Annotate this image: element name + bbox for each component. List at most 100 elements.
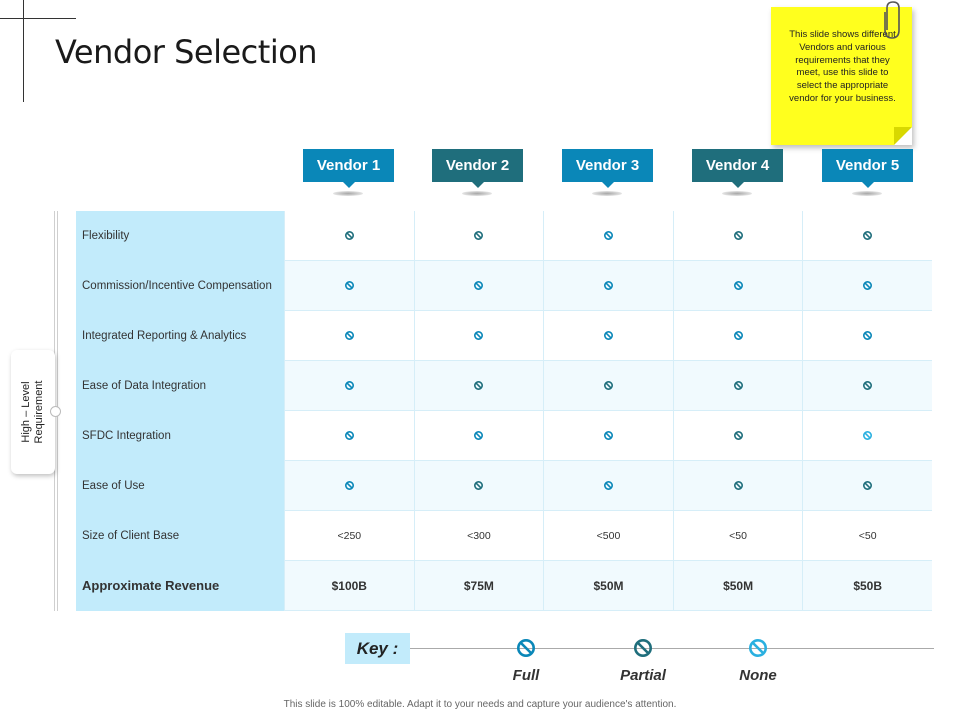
full-icon [603, 431, 613, 440]
row-label: Size of Client Base [76, 511, 284, 561]
table-cell [672, 461, 803, 511]
side-tab-dot [50, 406, 61, 417]
vendor-header-pointer [342, 182, 355, 188]
table-cell [413, 361, 544, 411]
table-cell: $100B [284, 561, 414, 611]
corner-line-horizontal [0, 18, 76, 19]
vendor-header-shadow [592, 191, 622, 196]
vendor-header-pointer [731, 182, 744, 188]
full-icon [474, 431, 484, 440]
table-cell [543, 411, 673, 461]
key-item-label: Partial [620, 667, 666, 684]
paperclip-icon [884, 1, 900, 39]
table-cell [802, 361, 932, 411]
partial-icon [733, 481, 743, 490]
full-icon [344, 481, 354, 490]
vendor-header-1: Vendor 1 [303, 149, 394, 188]
table-cell [543, 261, 673, 311]
partial-icon [634, 639, 652, 657]
table-cell [802, 461, 932, 511]
vendor-header-label: Vendor 3 [575, 157, 640, 174]
row-label: SFDC Integration [76, 411, 284, 461]
table-cell: <300 [413, 511, 544, 561]
sticky-note-text: This slide shows different Vendors and v… [789, 29, 896, 104]
full-icon [603, 481, 613, 490]
full-icon [733, 281, 743, 290]
table-row: Ease of Use [76, 461, 932, 511]
vendor-header-pointer [861, 182, 874, 188]
partial-icon [474, 481, 484, 490]
table-cell: <500 [543, 511, 673, 561]
table-cell [284, 211, 414, 261]
table-cell: <50 [672, 511, 803, 561]
full-icon [863, 281, 873, 290]
sticky-note-fold [894, 127, 912, 145]
full-icon [863, 331, 873, 340]
row-label: Flexibility [76, 211, 284, 261]
table-cell [672, 411, 803, 461]
full-icon [603, 231, 613, 240]
key-item-label: None [739, 667, 777, 684]
vendor-header-label: Vendor 5 [835, 157, 900, 174]
table-cell: $50B [802, 561, 932, 611]
page-title: Vendor Selection [55, 33, 318, 71]
vendor-header-3: Vendor 3 [562, 149, 653, 188]
table-cell [672, 311, 803, 361]
side-tab-label-line1: High – Level [20, 381, 32, 443]
table-cell [543, 311, 673, 361]
full-icon [603, 281, 613, 290]
table-cell [802, 261, 932, 311]
partial-icon [474, 381, 484, 390]
vendor-header-shadow [462, 191, 492, 196]
table-cell [802, 311, 932, 361]
table-cell: $50M [672, 561, 803, 611]
table-cell [284, 261, 414, 311]
partial-icon [863, 481, 873, 490]
vendor-header-5: Vendor 5 [822, 149, 913, 188]
partial-icon [474, 231, 484, 240]
table-cell [543, 461, 673, 511]
corner-line-vertical [23, 0, 24, 102]
side-tab [11, 350, 55, 474]
key-label: Key : [345, 633, 410, 664]
key-item-label: Full [512, 667, 540, 684]
key-item-none: None [718, 639, 798, 684]
partial-icon [733, 431, 743, 440]
full-icon [474, 331, 484, 340]
table-cell: $75M [413, 561, 544, 611]
table-cell: <50 [802, 511, 932, 561]
partial-icon [863, 231, 873, 240]
table-cell [413, 411, 544, 461]
key-item-full: Full [486, 639, 566, 684]
table-row: Integrated Reporting & Analytics [76, 311, 932, 361]
vendor-header-pointer [601, 182, 614, 188]
vendor-header-label: Vendor 4 [705, 157, 770, 174]
table-row: Commission/Incentive Compensation [76, 261, 932, 311]
key-item-partial: Partial [603, 639, 683, 684]
partial-icon [603, 381, 613, 390]
table-cell [672, 261, 803, 311]
table-cell: $50M [543, 561, 673, 611]
table-cell [284, 461, 414, 511]
table-cell [543, 361, 673, 411]
table-cell [802, 411, 932, 461]
vendor-header-2: Vendor 2 [432, 149, 523, 188]
vendor-header-pointer [471, 182, 484, 188]
table-cell [284, 311, 414, 361]
full-icon [344, 281, 354, 290]
partial-icon [733, 231, 743, 240]
vendor-header-4: Vendor 4 [692, 149, 783, 188]
full-icon [603, 331, 613, 340]
table-cell [543, 211, 673, 261]
full-icon [344, 431, 354, 440]
row-label: Approximate Revenue [76, 561, 284, 611]
full-icon [344, 331, 354, 340]
vendor-header-shadow [722, 191, 752, 196]
sticky-note: This slide shows different Vendors and v… [771, 7, 912, 145]
table-cell [413, 261, 544, 311]
full-icon [474, 281, 484, 290]
none-icon [749, 639, 767, 657]
vendor-header-label: Vendor 2 [445, 157, 510, 174]
table-cell [284, 361, 414, 411]
none-icon [863, 431, 873, 440]
